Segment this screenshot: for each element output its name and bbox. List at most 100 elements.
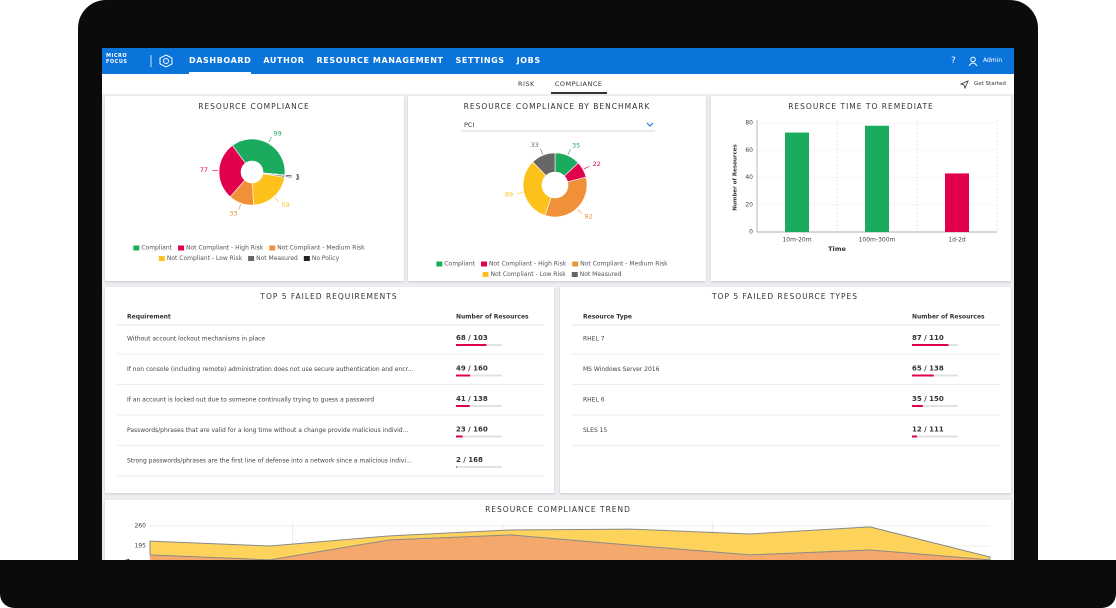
logo: MICRO FOCUS	[106, 53, 128, 65]
progress-track	[456, 435, 502, 438]
y-axis-title: Number of Resources	[733, 144, 739, 211]
nav-item[interactable]: DASHBOARD	[189, 48, 251, 74]
y-axis-title: Resources	[125, 558, 132, 560]
progress-fill	[456, 466, 457, 468]
tab[interactable]: RISK	[518, 80, 535, 88]
label-leader	[583, 165, 590, 170]
progress-fill	[456, 374, 471, 377]
bar	[945, 173, 969, 232]
logo-icon	[150, 54, 173, 68]
label-leader	[516, 192, 523, 195]
progress-track	[912, 435, 958, 438]
progress-fill	[912, 435, 917, 438]
legend-label: Not Compliant - High Risk	[186, 245, 264, 252]
row-count: 87 / 110	[912, 334, 944, 342]
column-header: Requirement	[127, 314, 171, 321]
tab[interactable]: COMPLIANCE	[551, 74, 607, 94]
column-header: Number of Resources	[912, 314, 985, 321]
data-label: 59	[281, 201, 289, 209]
nav-item[interactable]: SETTINGS	[455, 56, 505, 65]
data-label: 99	[273, 130, 281, 138]
progress-fill	[912, 344, 949, 346]
row-count: 12 / 111	[912, 426, 944, 434]
data-label: 92	[584, 212, 592, 220]
legend-item: No Policy	[303, 255, 340, 262]
nav-item[interactable]: RESOURCE MANAGEMENT	[316, 56, 444, 65]
dropdown-value: PCI	[464, 121, 474, 129]
legend-label: Not Measured	[580, 271, 622, 278]
get-started[interactable]: Get Started	[974, 81, 1006, 87]
row-count: 35 / 150	[912, 395, 944, 403]
y-tick-label: 60	[745, 147, 753, 154]
progress-track	[912, 405, 958, 407]
get-started-icon	[960, 80, 969, 89]
tabs: RISK COMPLIANCE	[514, 74, 607, 94]
row-label: RHEL 6	[583, 397, 605, 404]
progress-fill	[912, 405, 923, 407]
row-label: RHEL 7	[583, 336, 605, 343]
table-title: TOP 5 FAILED RESOURCE TYPES	[711, 292, 858, 301]
pie-hole	[241, 161, 263, 183]
label-leader	[268, 136, 272, 143]
x-tick-label: 1d-2d	[948, 237, 966, 244]
column-header: Resource Type	[583, 314, 632, 321]
legend-item: Compliant	[436, 261, 476, 268]
data-label: 1	[296, 172, 300, 180]
row-label: If an account is locked out due to someo…	[127, 397, 374, 404]
row-count: 68 / 103	[456, 334, 488, 342]
x-tick-label: 100m-300m	[859, 237, 896, 244]
user-icon	[968, 56, 978, 66]
legend-label: Not Measured	[256, 255, 298, 262]
legend-swatch	[248, 256, 255, 261]
progress-track	[456, 374, 502, 377]
pie-hole	[542, 172, 568, 198]
nav-item[interactable]: JOBS	[516, 56, 541, 65]
nav-items: DASHBOARD AUTHOR RESOURCE MANAGEMENT SETTIN…	[189, 48, 541, 74]
row-label: Strong passwords/phrases are the first l…	[127, 458, 412, 465]
row-label: MS Windows Server 2016	[583, 366, 660, 373]
table-title: TOP 5 FAILED REQUIREMENTS	[259, 292, 397, 301]
y-tick-label: 260	[135, 523, 147, 530]
row-count: 65 / 138	[912, 365, 944, 373]
row-count: 49 / 160	[456, 365, 488, 373]
legend-label: Not Compliant - High Risk	[489, 261, 567, 268]
panel	[560, 287, 1011, 493]
y-tick-label: 195	[135, 543, 147, 550]
help[interactable]: ?	[951, 56, 956, 66]
device-base	[0, 560, 1116, 608]
user-menu[interactable]: Admin	[983, 57, 1003, 64]
legend-label: Not Compliant - Medium Risk	[580, 261, 668, 268]
label-leader	[285, 175, 292, 177]
legend-item: Not Measured	[571, 271, 622, 278]
legend-swatch	[178, 245, 185, 251]
legend-swatch	[571, 272, 578, 277]
legend-swatch	[481, 261, 488, 267]
column-header: Number of Resources	[456, 314, 529, 321]
x-tick-label: 10m-20m	[782, 237, 811, 244]
legend-item: Compliant	[133, 245, 173, 252]
legend-swatch	[436, 261, 443, 267]
y-tick-label: 0	[749, 229, 753, 236]
dashboard: RESOURCE COMPLIANCE 99 77 33 59 21 Compliant No…	[105, 96, 1011, 560]
data-label: 33	[229, 210, 237, 218]
chart-title: RESOURCE COMPLIANCE TREND	[485, 505, 631, 514]
legend-swatch	[303, 256, 310, 261]
label-leader	[285, 176, 292, 178]
legend-item: Not Compliant - High Risk	[178, 245, 264, 252]
data-label: 35	[572, 141, 580, 149]
y-tick-label: 40	[745, 174, 753, 181]
label-leader	[577, 208, 582, 214]
legend-swatch	[269, 245, 276, 251]
progress-track	[912, 374, 958, 377]
y-tick-label: 80	[745, 120, 753, 127]
nav-item[interactable]: AUTHOR	[263, 56, 305, 65]
data-label: 89	[505, 191, 513, 199]
x-axis-title: Time	[828, 245, 846, 253]
legend-item: Not Compliant - High Risk	[481, 261, 567, 268]
progress-track	[456, 466, 502, 468]
screen: RESOURCE COMPLIANCE 99 77 33 59 2 1 Compliant No…	[102, 48, 1014, 560]
row-label: Passwords/phrases that are valid for a l…	[127, 427, 408, 434]
data-label: 77	[200, 166, 208, 174]
data-label: 22	[593, 160, 601, 168]
dropdown-chevron	[646, 122, 654, 127]
